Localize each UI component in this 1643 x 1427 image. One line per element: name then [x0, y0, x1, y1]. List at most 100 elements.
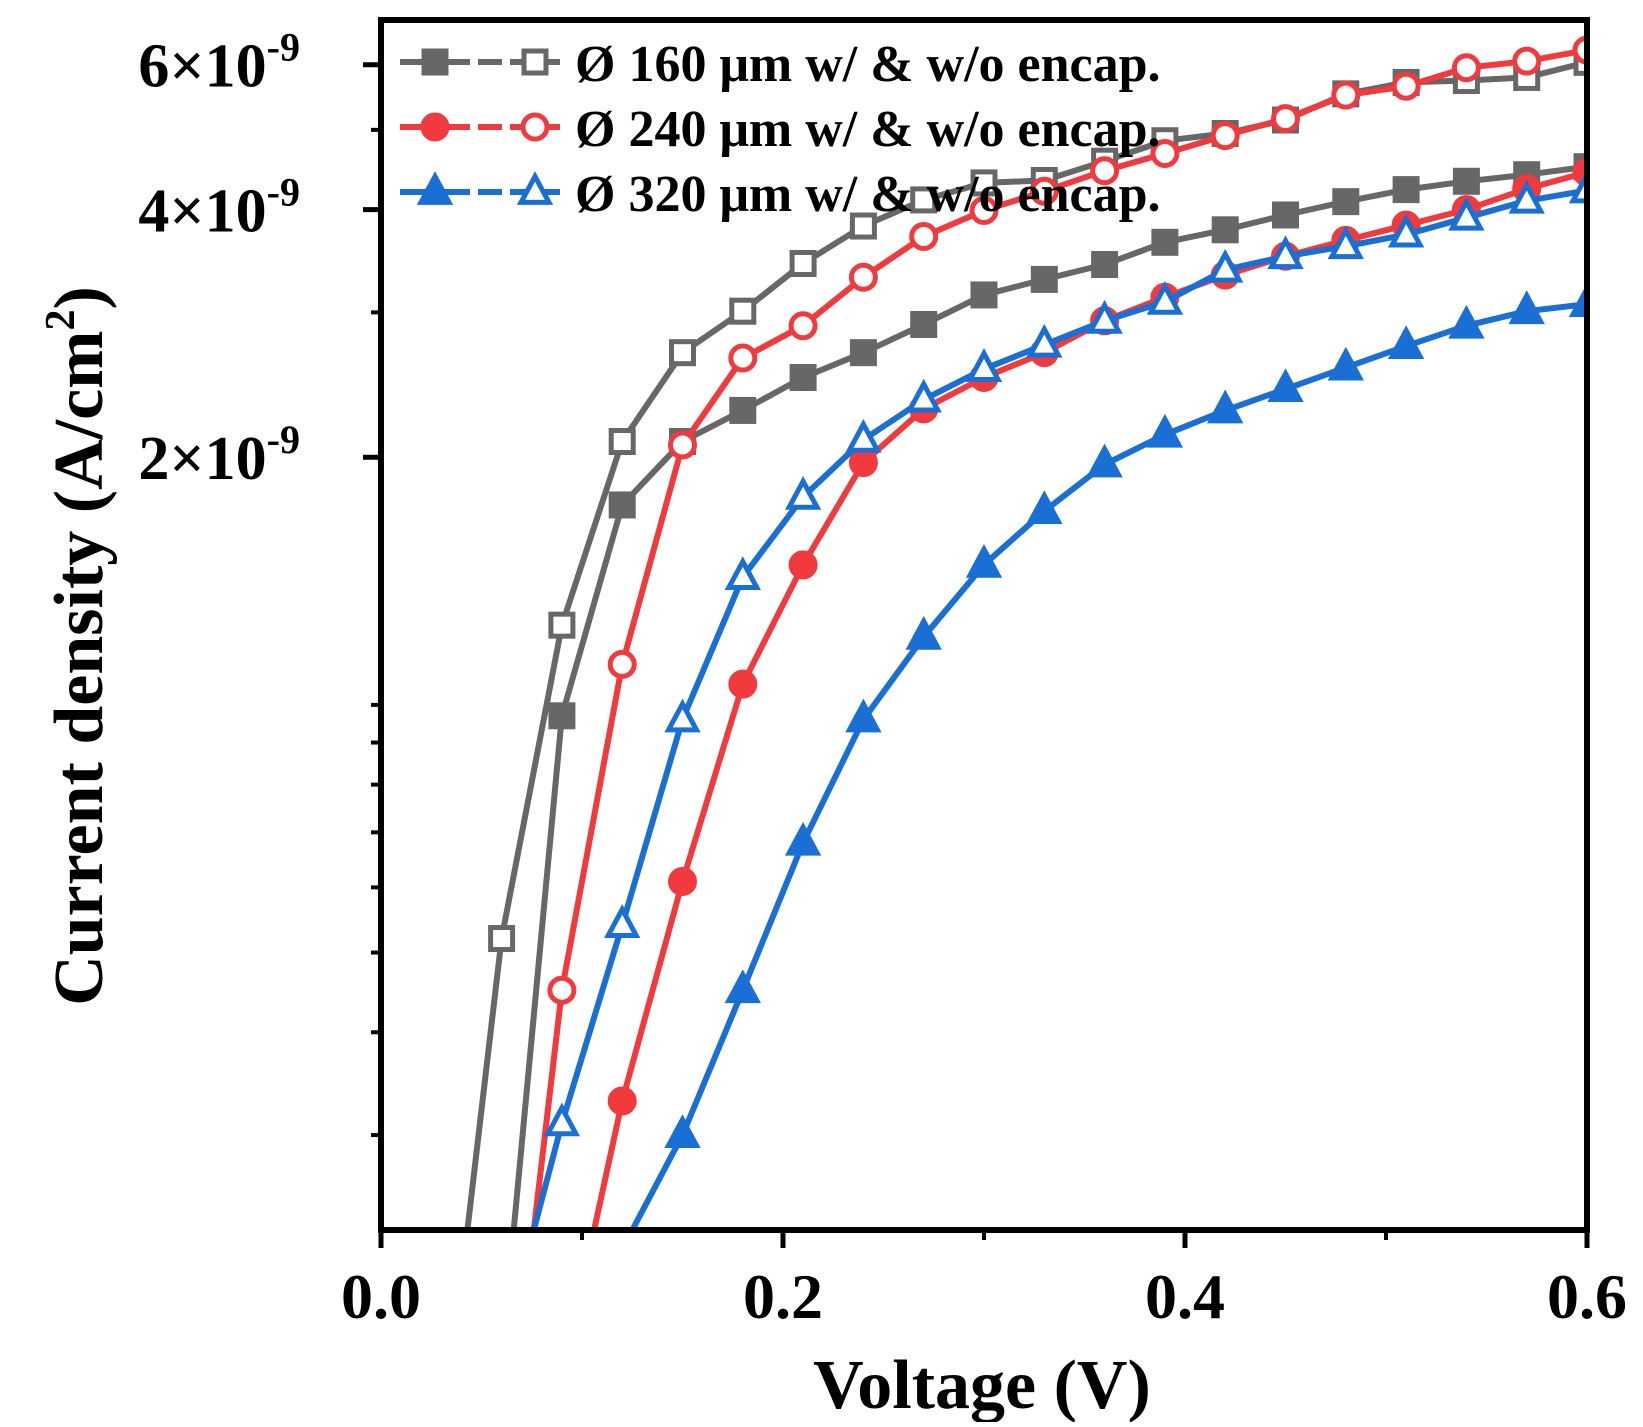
- series-6-point-15: [1387, 213, 1425, 248]
- series-6-point-5: [784, 476, 822, 510]
- y-axis-label-superscript: 2: [38, 310, 84, 331]
- y-tick-label-1-mantissa: 4×10: [138, 178, 266, 246]
- y-tick-label-1: 4×10-9: [138, 170, 300, 246]
- series-1-point-14: [1332, 188, 1360, 216]
- series-1-point-15: [1392, 176, 1420, 204]
- series-5-point-4: [845, 698, 882, 733]
- series-4-point-3: [668, 430, 697, 460]
- y-tick-label-2: 6×10-9: [138, 25, 300, 101]
- series-5-point-11: [1267, 368, 1304, 403]
- legend-label-3: Ø 320 μm w/ & w/o encap.: [575, 166, 1161, 223]
- y-tick-label-0: 2×10-9: [138, 417, 300, 493]
- series-4-point-7: [909, 221, 939, 251]
- y-axis-label: Current density (A/cm2): [38, 286, 118, 1006]
- series-1-point-12: [1211, 216, 1239, 244]
- series-4-point-11: [1150, 138, 1180, 168]
- legend-marker-filled-3: [416, 171, 454, 205]
- legend-marker-open-2: [520, 112, 550, 142]
- series-6: [530, 169, 1587, 1230]
- series-3-point-3: [728, 669, 758, 699]
- series-6-point-8: [965, 348, 1003, 382]
- series-4-point-13: [1271, 104, 1300, 134]
- series-4-point-5: [788, 311, 818, 341]
- series-1-line: [510, 163, 1587, 1230]
- series-5-point-3: [784, 821, 822, 856]
- series-5-point-14: [1448, 304, 1485, 339]
- legend: Ø 160 μm w/ & w/o encap. Ø 240 μm w/ & w/…: [400, 36, 1161, 223]
- x-axis-label: Voltage (V): [813, 1347, 1151, 1422]
- series-2-point-4: [669, 339, 696, 367]
- series-4-point-4: [728, 343, 758, 373]
- series-4-point-10: [1090, 156, 1120, 186]
- series-6-point-2: [604, 904, 641, 938]
- series-6-point-1: [543, 1102, 581, 1137]
- series-5-point-5: [905, 615, 942, 650]
- legend-item-2: Ø 240 μm w/ & w/o encap.: [400, 101, 1161, 158]
- x-tick-label-2: 0.4: [1145, 1261, 1225, 1332]
- series-3-point-5: [848, 448, 878, 478]
- series-3-point-4: [788, 550, 818, 580]
- series-5: [629, 283, 1587, 1230]
- series-1-point-7: [910, 310, 938, 338]
- series-4: [530, 35, 1587, 1230]
- series-5-point-7: [1026, 490, 1063, 525]
- series-1-point-16: [1452, 167, 1480, 195]
- series-1-point-11: [1151, 228, 1179, 256]
- y-tick-label-1-exponent: -9: [267, 170, 300, 215]
- series-4-point-9: [1029, 176, 1059, 206]
- axis-layer: 0.0 0.2 0.4 0.62×10-94×10-96×10-9: [138, 17, 1627, 1332]
- series-1-point-4: [729, 396, 757, 424]
- y-axis-label-suffix: ): [41, 286, 118, 309]
- series-6-point-9: [1026, 323, 1063, 358]
- series-2-point-1: [488, 925, 516, 953]
- series-4-point-17: [1512, 46, 1542, 76]
- x-tick-label-0: 0.0: [341, 1261, 421, 1332]
- legend-marker-filled-1: [421, 48, 449, 76]
- series-1-point-2: [608, 491, 636, 519]
- series-5-point-12: [1327, 346, 1364, 381]
- series-4-point-16: [1451, 53, 1481, 83]
- series-6-point-13: [1267, 235, 1304, 270]
- series-1-point-5: [789, 364, 817, 392]
- series-5-line: [629, 301, 1587, 1230]
- series-4-point-15: [1391, 71, 1421, 101]
- series-5-point-9: [1146, 413, 1184, 448]
- legend-marker-filled-2: [420, 112, 450, 142]
- legend-label-2: Ø 240 μm w/ & w/o encap.: [575, 101, 1161, 158]
- series-1-point-6: [849, 339, 877, 367]
- series-4-point-6: [848, 262, 878, 292]
- series-2-point-8: [910, 186, 938, 214]
- legend-marker-open-1: [521, 48, 549, 76]
- series-1-point-1: [548, 702, 576, 730]
- series-group: [464, 35, 1587, 1230]
- series-3-point-1: [607, 1086, 637, 1116]
- legend-item-3: Ø 320 μm w/ & w/o encap.: [400, 166, 1161, 223]
- series-1-point-8: [970, 281, 998, 309]
- x-tick-label-3: 0.6: [1547, 1261, 1627, 1332]
- series-6-point-17: [1508, 179, 1545, 214]
- x-tick-label-1: 0.2: [743, 1261, 823, 1332]
- series-6-point-14: [1327, 225, 1364, 260]
- series-6-point-6: [845, 418, 882, 453]
- series-4-point-14: [1331, 80, 1361, 110]
- series-4-point-1: [547, 975, 577, 1005]
- series-5-point-13: [1387, 325, 1425, 359]
- series-6-point-18: [1568, 169, 1587, 204]
- y-tick-label-2-exponent: -9: [267, 25, 300, 70]
- series-1: [510, 153, 1587, 1230]
- series-5-point-6: [965, 543, 1003, 578]
- series-2-point-3: [608, 428, 636, 456]
- series-2-point-2: [548, 611, 576, 639]
- series-6-point-16: [1448, 196, 1485, 231]
- series-2-point-9: [970, 169, 998, 197]
- series-1-point-13: [1272, 201, 1299, 229]
- series-6-point-10: [1086, 299, 1123, 334]
- y-tick-label-0-mantissa: 2×10: [138, 425, 266, 493]
- series-5-point-16: [1568, 283, 1587, 318]
- series-6-point-4: [724, 556, 761, 591]
- plot-layer: [464, 35, 1587, 1230]
- y-tick-label-0-exponent: -9: [267, 417, 300, 462]
- series-6-point-3: [664, 698, 701, 733]
